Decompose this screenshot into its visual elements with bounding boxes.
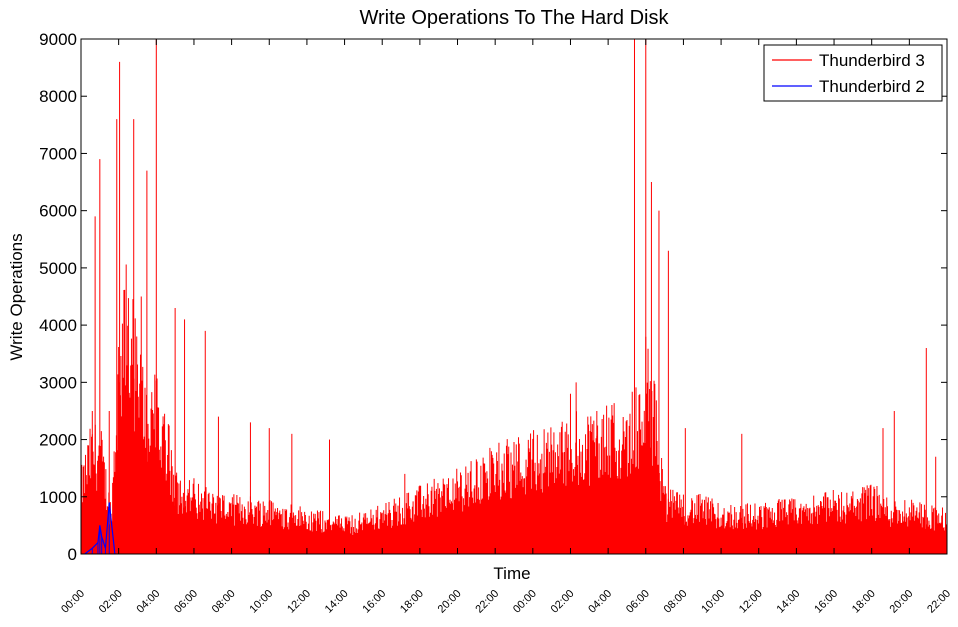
x-tick-label: 18:00 xyxy=(850,588,878,616)
x-tick-label: 14:00 xyxy=(775,588,803,616)
x-tick-label: 18:00 xyxy=(398,588,426,616)
y-axis: 0 1000 2000 3000 4000 5000 6000 7000 8000 9000 xyxy=(39,30,947,564)
x-tick-label: 14:00 xyxy=(323,588,351,616)
x-tick-label: 22:00 xyxy=(473,588,501,616)
x-tick-label: 10:00 xyxy=(247,588,275,616)
x-tick-label: 00:00 xyxy=(511,588,539,616)
y-tick-label: 3000 xyxy=(39,373,77,392)
x-tick-label: 04:00 xyxy=(586,588,614,616)
y-tick-label: 6000 xyxy=(39,202,77,221)
y-axis-label: Write Operations xyxy=(7,233,26,360)
y-tick-label: 9000 xyxy=(39,30,77,49)
series-thunderbird-2 xyxy=(84,502,116,554)
x-tick-label: 20:00 xyxy=(888,588,916,616)
y-tick-label: 1000 xyxy=(39,488,77,507)
series-noise xyxy=(81,264,947,554)
x-tick-label: 00:00 xyxy=(59,588,87,616)
x-tick-label: 08:00 xyxy=(210,588,238,616)
y-tick-label: 0 xyxy=(68,545,77,564)
x-tick-label: 06:00 xyxy=(624,588,652,616)
y-tick-label: 4000 xyxy=(39,316,77,335)
x-tick-label: 22:00 xyxy=(925,588,953,616)
series-thunderbird-3 xyxy=(81,39,947,554)
x-tick-label: 16:00 xyxy=(360,588,388,616)
x-tick-label: 06:00 xyxy=(172,588,200,616)
plot-frame xyxy=(80,38,948,555)
x-tick-label: 08:00 xyxy=(662,588,690,616)
y-tick-label: 5000 xyxy=(39,259,77,278)
legend-label-thunderbird-3: Thunderbird 3 xyxy=(819,51,925,70)
x-tick-label: 16:00 xyxy=(812,588,840,616)
x-tick-label: 04:00 xyxy=(134,588,162,616)
y-tick-label: 8000 xyxy=(39,87,77,106)
y-tick-label: 7000 xyxy=(39,144,77,163)
legend-label-thunderbird-2: Thunderbird 2 xyxy=(819,77,925,96)
x-tick-label: 02:00 xyxy=(97,588,125,616)
x-tick-label: 12:00 xyxy=(737,588,765,616)
legend: Thunderbird 3 Thunderbird 2 xyxy=(763,44,943,102)
x-tick-label: 20:00 xyxy=(436,588,464,616)
x-tick-label: 12:00 xyxy=(285,588,313,616)
y-tick-label: 2000 xyxy=(39,431,77,450)
x-tick-label: 02:00 xyxy=(549,588,577,616)
legend-box xyxy=(763,44,943,102)
chart-title: Write Operations To The Hard Disk xyxy=(359,7,669,29)
x-axis-label: Time xyxy=(493,564,530,583)
x-tick-label: 10:00 xyxy=(699,588,727,616)
series-line xyxy=(84,502,116,554)
